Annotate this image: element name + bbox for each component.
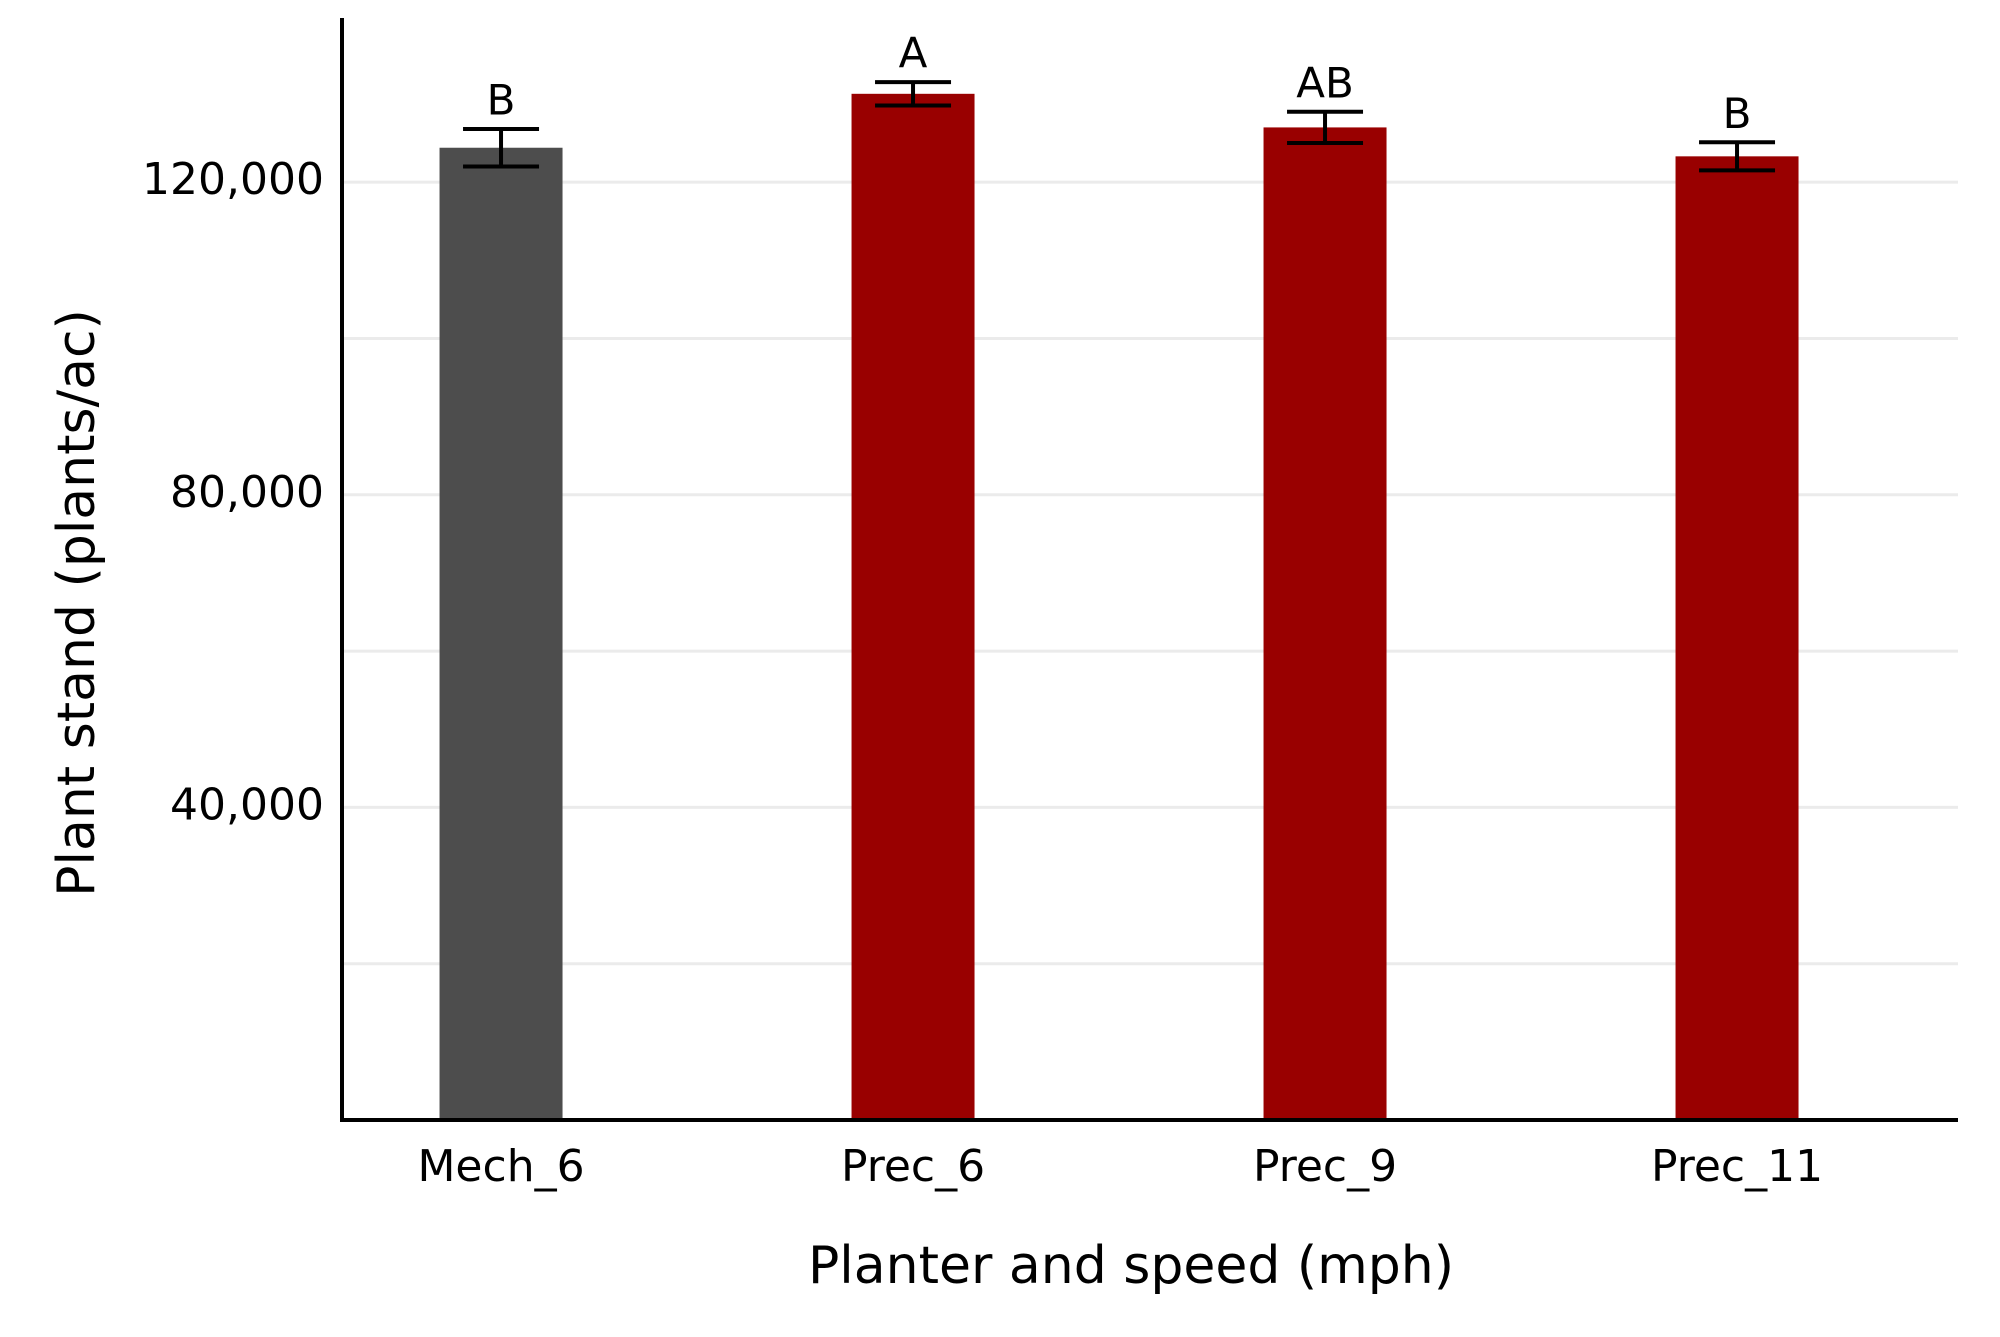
error-bar xyxy=(875,80,952,108)
significance-letter: B xyxy=(487,75,516,124)
bar xyxy=(1675,156,1799,1120)
x-tick-label: Prec_6 xyxy=(841,1141,985,1192)
y-tick-label: 40,000 xyxy=(170,779,324,830)
x-tick-label: Prec_11 xyxy=(1651,1141,1823,1192)
x-axis-title: Planter and speed (mph) xyxy=(808,1236,1454,1296)
significance-letter: AB xyxy=(1296,58,1354,107)
x-tick-label: Mech_6 xyxy=(417,1141,584,1192)
y-axis-title: Plant stand (plants/ac) xyxy=(47,309,107,897)
bar xyxy=(439,147,563,1120)
y-tick-label: 80,000 xyxy=(170,467,324,518)
error-bar xyxy=(463,126,540,169)
bar xyxy=(851,93,975,1120)
bar xyxy=(1263,127,1387,1120)
significance-letter: A xyxy=(899,29,928,78)
y-tick-label: 120,000 xyxy=(142,154,324,205)
x-tick-label: Prec_9 xyxy=(1253,1141,1397,1192)
error-bar xyxy=(1287,109,1364,146)
error-bar xyxy=(1699,140,1776,173)
significance-letter: B xyxy=(1723,89,1752,138)
